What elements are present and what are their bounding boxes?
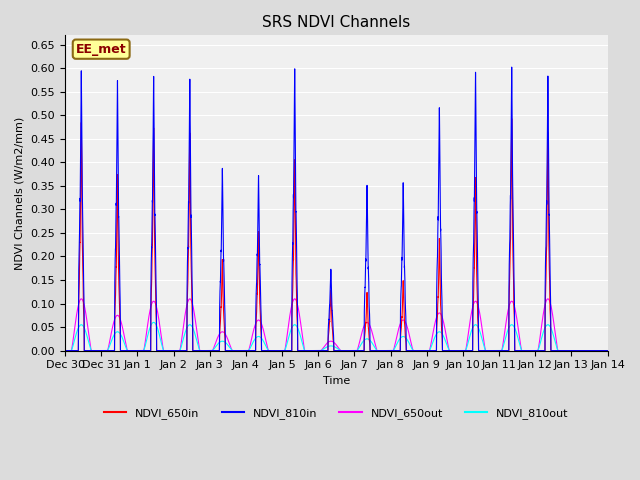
NDVI_650in: [177, 348, 185, 353]
NDVI_810out: [412, 348, 419, 353]
NDVI_650out: [61, 348, 69, 353]
Line: NDVI_810in: NDVI_810in: [65, 67, 607, 350]
NDVI_810in: [508, 64, 516, 70]
NDVI_650in: [508, 116, 516, 121]
NDVI_650out: [177, 340, 185, 346]
Line: NDVI_650in: NDVI_650in: [65, 119, 607, 350]
Line: NDVI_650out: NDVI_650out: [65, 299, 607, 350]
NDVI_810in: [177, 348, 185, 353]
NDVI_810out: [150, 320, 157, 325]
NDVI_810out: [177, 344, 185, 350]
NDVI_650in: [602, 348, 609, 353]
NDVI_810in: [61, 348, 69, 353]
Line: NDVI_810out: NDVI_810out: [65, 323, 607, 350]
NDVI_810in: [602, 348, 609, 353]
NDVI_650out: [412, 348, 419, 353]
NDVI_650out: [602, 348, 609, 353]
NDVI_810in: [264, 348, 272, 353]
Y-axis label: NDVI Channels (W/m2/mm): NDVI Channels (W/m2/mm): [15, 116, 25, 270]
NDVI_810out: [488, 348, 496, 353]
NDVI_650in: [61, 348, 69, 353]
NDVI_810out: [264, 348, 272, 353]
NDVI_650in: [488, 348, 496, 353]
NDVI_810out: [172, 348, 179, 353]
X-axis label: Time: Time: [323, 376, 350, 386]
NDVI_810in: [412, 348, 419, 353]
NDVI_650out: [604, 348, 611, 353]
NDVI_810out: [61, 348, 69, 353]
Title: SRS NDVI Channels: SRS NDVI Channels: [262, 15, 410, 30]
NDVI_650in: [172, 348, 179, 353]
NDVI_650out: [264, 347, 272, 353]
NDVI_650in: [264, 348, 272, 353]
NDVI_650in: [604, 348, 611, 353]
Legend: NDVI_650in, NDVI_810in, NDVI_650out, NDVI_810out: NDVI_650in, NDVI_810in, NDVI_650out, NDV…: [99, 404, 573, 423]
NDVI_810out: [602, 348, 609, 353]
NDVI_810in: [604, 348, 611, 353]
Text: EE_met: EE_met: [76, 43, 127, 56]
NDVI_810in: [172, 348, 179, 353]
NDVI_650out: [488, 348, 496, 353]
NDVI_650in: [412, 348, 419, 353]
NDVI_810out: [604, 348, 611, 353]
NDVI_810in: [488, 348, 496, 353]
NDVI_650out: [172, 348, 179, 353]
NDVI_650out: [77, 296, 85, 302]
